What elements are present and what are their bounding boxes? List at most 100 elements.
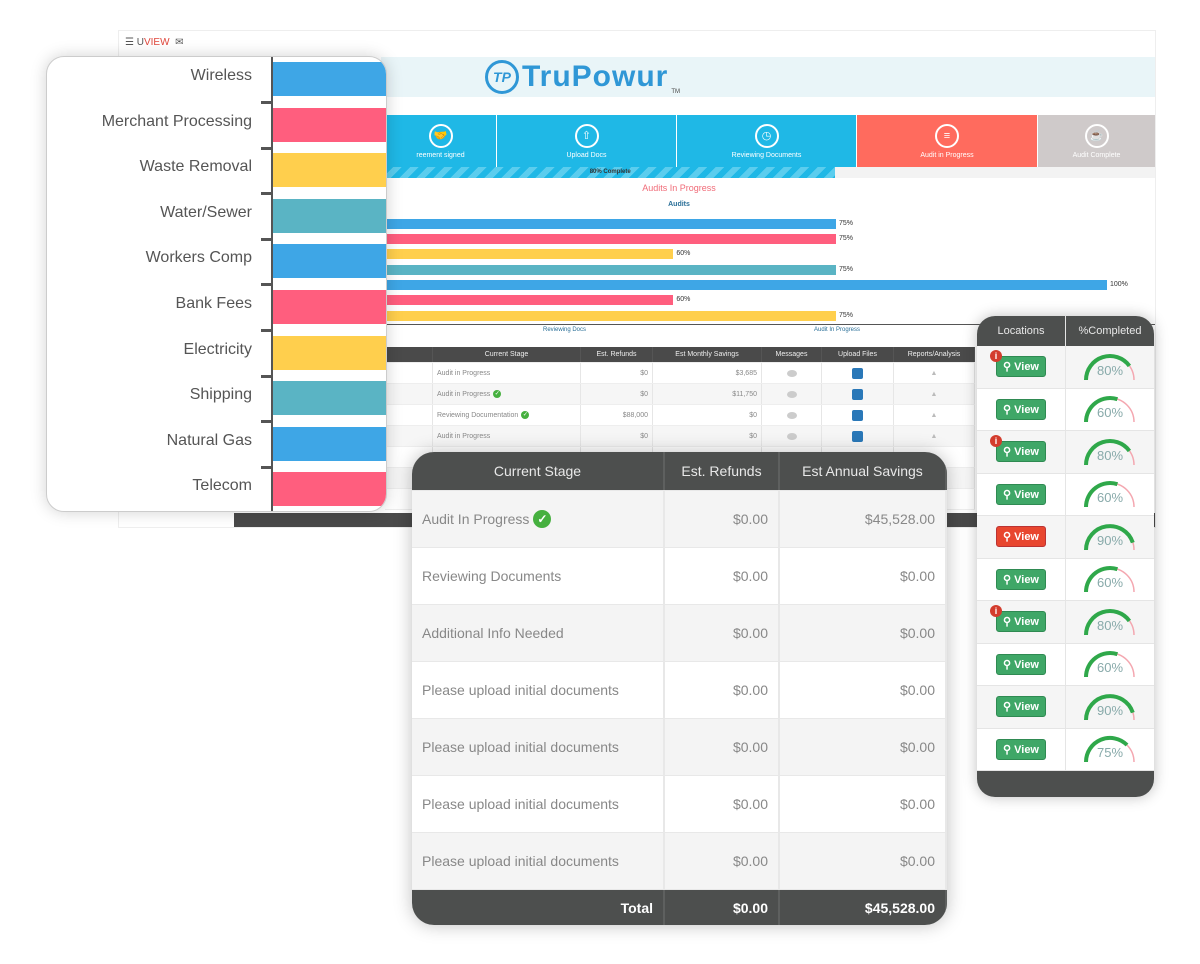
bar-value-label: 75% [839, 266, 854, 273]
x-tick-label: Reviewing Docs [543, 327, 587, 333]
view-label: View [1014, 616, 1039, 629]
category-bar [273, 198, 386, 233]
view-location-button[interactable]: ⚲ View [996, 653, 1046, 675]
category-row: Workers Comp [47, 239, 386, 285]
category-row: Electricity [47, 331, 386, 377]
gauge-arc [1084, 438, 1135, 465]
bg-cell: $11,750 [653, 384, 762, 404]
view-label: View [1014, 743, 1039, 756]
step-label: reement signed [416, 151, 465, 159]
completion-percent: 80% [1096, 617, 1124, 633]
info-icon[interactable]: i [990, 350, 1002, 362]
view-location-button[interactable]: ⚲ View [996, 441, 1046, 463]
audit-bar [119, 295, 674, 305]
location-cell: i ⚲ View [977, 431, 1066, 473]
bg-cell: $0 [581, 363, 653, 383]
stage-cell: Please upload initial documents [412, 776, 665, 832]
axis-tick [261, 192, 273, 196]
location-cell: ⚲ View [977, 473, 1066, 515]
step-4[interactable]: ☕ Audit Complete [1038, 115, 1155, 167]
bg-cell: Reviewing Documentation ✓ [433, 405, 581, 425]
view-location-button[interactable]: ⚲ View [996, 526, 1046, 548]
completion-cell: 60% [1066, 644, 1154, 686]
report-icon[interactable]: ▲ [930, 411, 938, 419]
category-label: Merchant Processing [101, 112, 252, 130]
map-pin-icon: ⚲ [1003, 446, 1015, 459]
completion-percent: 60% [1096, 575, 1124, 591]
category-label: Shipping [189, 386, 252, 404]
bg-header-spacer [385, 347, 433, 362]
category-bar [273, 62, 386, 96]
header-completed: %Completed [1078, 325, 1142, 337]
stage-text: Reviewing Documents [422, 568, 562, 584]
upload-file-icon[interactable] [852, 367, 863, 379]
completion-gauge: 75% [1082, 732, 1138, 766]
axis-tick [261, 465, 273, 469]
savings-value: $0 [749, 432, 757, 440]
message-icon[interactable] [786, 432, 797, 440]
step-3[interactable]: ≡ Audit in Progress [857, 115, 1038, 167]
upload-file-icon[interactable] [852, 430, 863, 442]
bg-cell [762, 405, 822, 425]
location-cell: ⚲ View [977, 643, 1066, 685]
bg-cell [894, 468, 975, 488]
view-location-button[interactable]: ⚲ View [996, 568, 1046, 590]
category-label: Telecom [192, 477, 252, 495]
bg-cell [385, 384, 433, 404]
step-0[interactable]: 🤝 reement signed [385, 115, 497, 167]
view-label: View [1014, 658, 1039, 671]
message-icon[interactable] [786, 411, 797, 419]
summary-row: Please upload initial documents $0.00 $0.0… [412, 833, 947, 890]
audit-bar [119, 280, 1107, 290]
bg-cell [762, 426, 822, 446]
inbox-icon[interactable]: ✉ [172, 37, 184, 48]
total-refunds: $0.00 [665, 890, 780, 925]
upload-file-icon[interactable] [852, 409, 863, 421]
bg-table-header: Current Stage Est. Refunds Est Monthly Sav… [385, 347, 975, 363]
logo-text: TruPowur [522, 60, 669, 93]
view-location-button[interactable]: ⚲ View [996, 738, 1046, 760]
message-icon[interactable] [786, 369, 797, 377]
refunds-value: $0 [640, 390, 648, 398]
step-1[interactable]: ⇧ Upload Docs [497, 115, 677, 167]
refunds-cell: $0.00 [665, 605, 780, 661]
step-2[interactable]: ◷ Reviewing Documents [677, 115, 857, 167]
audit-summary-table: Current Stage Est. Refunds Est Annual Savi… [412, 452, 947, 925]
coffee-icon: ☕ [1084, 123, 1109, 148]
completion-gauge: 80% [1082, 605, 1138, 639]
category-label: Wireless [190, 67, 252, 84]
report-icon[interactable]: ▲ [930, 369, 938, 377]
progress-fill: 80% Complete [385, 167, 836, 178]
info-icon[interactable]: i [990, 605, 1002, 617]
message-icon[interactable] [786, 390, 797, 398]
bg-header-cell: Upload Files [822, 347, 894, 362]
view-location-button[interactable]: ⚲ View [996, 356, 1046, 378]
bg-cell: ▲ [894, 426, 975, 446]
logo-mark: TP [485, 60, 519, 94]
stage-text: Audit in Progress [437, 390, 491, 398]
completion-percent: 90% [1096, 702, 1124, 718]
bg-header-cell: Messages [762, 347, 822, 362]
refunds-value: $88,000 [622, 411, 648, 419]
status-steps: 🤝 reement signed ⇧ Upload Docs ◷ Reviewing Do… [385, 115, 1155, 167]
audits-bar-chart: 75% 75% 60% 75% 100% 60% 75% Reviewing Docs Audi… [119, 211, 1155, 333]
view-location-button[interactable]: ⚲ View [996, 611, 1046, 633]
stage-cell: Audit In Progress ✓ [412, 491, 665, 547]
report-icon[interactable]: ▲ [930, 432, 938, 440]
upload-file-icon[interactable] [852, 388, 863, 400]
summary-row: Reviewing Documents $0.00 $0.00 [412, 548, 947, 605]
audit-bar [119, 234, 836, 244]
hamburger-icon[interactable]: ☰ [125, 37, 134, 48]
report-icon[interactable]: ▲ [930, 390, 938, 398]
view-location-button[interactable]: ⚲ View [996, 398, 1046, 420]
bar-value-label: 75% [839, 312, 854, 319]
view-location-button[interactable]: ⚲ View [996, 696, 1046, 718]
map-pin-icon: ⚲ [1003, 701, 1015, 714]
view-label: View [1014, 531, 1039, 544]
view-location-button[interactable]: ⚲ View [996, 483, 1046, 505]
info-icon[interactable]: i [990, 435, 1002, 447]
view-label: View [1014, 488, 1039, 501]
stage-text: Additional Info Needed [422, 625, 564, 641]
step-label: Reviewing Documents [731, 151, 802, 159]
location-row: i ⚲ View 80% [977, 346, 1154, 389]
